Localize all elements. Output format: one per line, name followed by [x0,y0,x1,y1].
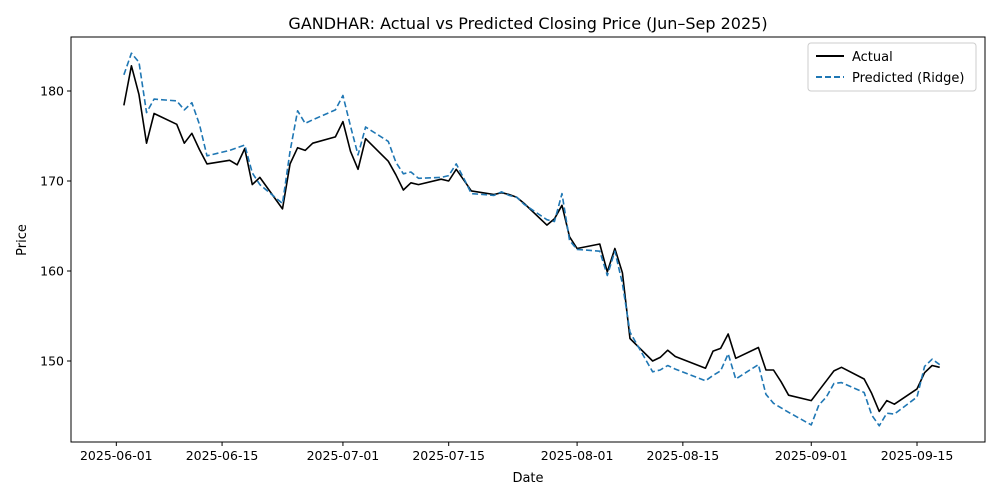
x-tick-label: 2025-08-15 [647,448,720,463]
y-axis: 150 160 170 180 [40,84,71,369]
legend-label-actual: Actual [852,50,893,65]
x-tick-label: 2025-09-01 [775,448,848,463]
legend-label-predicted: Predicted (Ridge) [852,71,964,86]
legend: Actual Predicted (Ridge) [807,42,977,92]
y-axis-label: Price [15,224,30,256]
x-axis-label: Date [512,471,543,486]
plot-lines [123,52,941,427]
series-line-0 [123,65,940,413]
x-tick-label: 2025-07-15 [412,448,485,463]
x-tick-label: 2025-06-15 [186,448,259,463]
x-tick-label: 2025-09-15 [881,448,954,463]
y-tick-label: 170 [40,174,64,189]
chart-title: GANDHAR: Actual vs Predicted Closing Pri… [288,14,767,33]
x-tick-label: 2025-07-01 [307,448,380,463]
legend-box [807,42,977,92]
x-tick-label: 2025-06-01 [80,448,153,463]
series-line-1 [123,52,941,427]
x-tick-label: 2025-08-01 [541,448,614,463]
plot-frame [70,36,986,443]
y-tick-label: 180 [40,84,64,99]
y-tick-label: 160 [40,264,64,279]
x-axis: 2025-06-01 2025-06-15 2025-07-01 2025-07-15… [80,442,953,463]
y-tick-label: 150 [40,354,64,369]
